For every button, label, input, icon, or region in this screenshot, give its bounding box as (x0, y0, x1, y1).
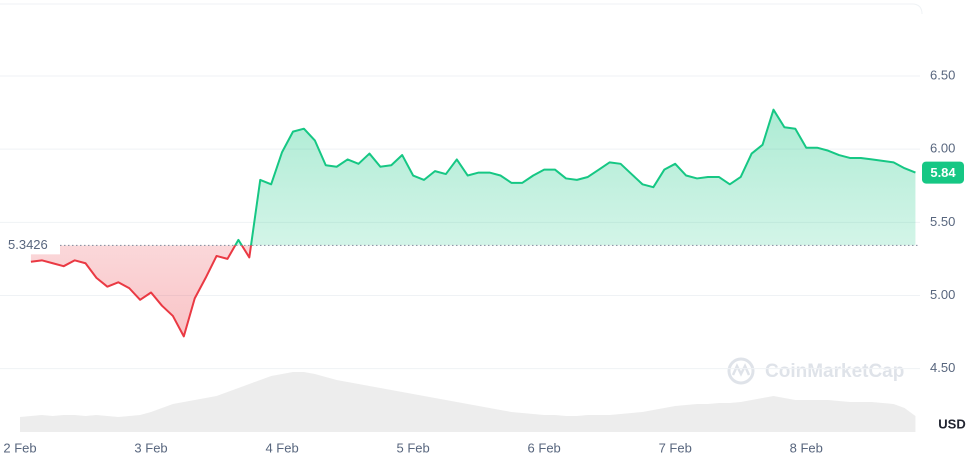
price-line-above (234, 108, 916, 246)
price-line-below (30, 245, 253, 338)
x-tick-label: 8 Feb (790, 440, 823, 455)
volume-area (20, 372, 916, 432)
x-tick-label: 6 Feb (528, 440, 561, 455)
currency-label: USD (938, 416, 965, 431)
x-tick-label: 3 Feb (134, 440, 167, 455)
area-above (30, 109, 916, 246)
watermark-text: CoinMarketCap (765, 361, 904, 382)
baseline-label-bg (0, 236, 60, 255)
x-tick-label: 5 Feb (396, 440, 429, 455)
x-tick-label: 4 Feb (265, 440, 298, 455)
area-below (30, 245, 252, 337)
y-tick-label: 5.50 (930, 214, 955, 229)
x-tick-label: 7 Feb (659, 440, 692, 455)
frame (0, 3, 923, 15)
y-tick-label: 6.00 (930, 141, 955, 156)
baseline-label: 5.3426 (8, 237, 48, 252)
y-tick-label: 4.50 (930, 360, 955, 375)
watermark: CoinMarketCap (727, 357, 904, 385)
y-tick-label: 6.50 (930, 67, 955, 82)
last-price-label: 5.84 (930, 165, 956, 180)
y-tick-label: 5.00 (930, 287, 955, 302)
x-tick-label: 2 Feb (3, 440, 36, 455)
last-price-badge (922, 161, 964, 184)
